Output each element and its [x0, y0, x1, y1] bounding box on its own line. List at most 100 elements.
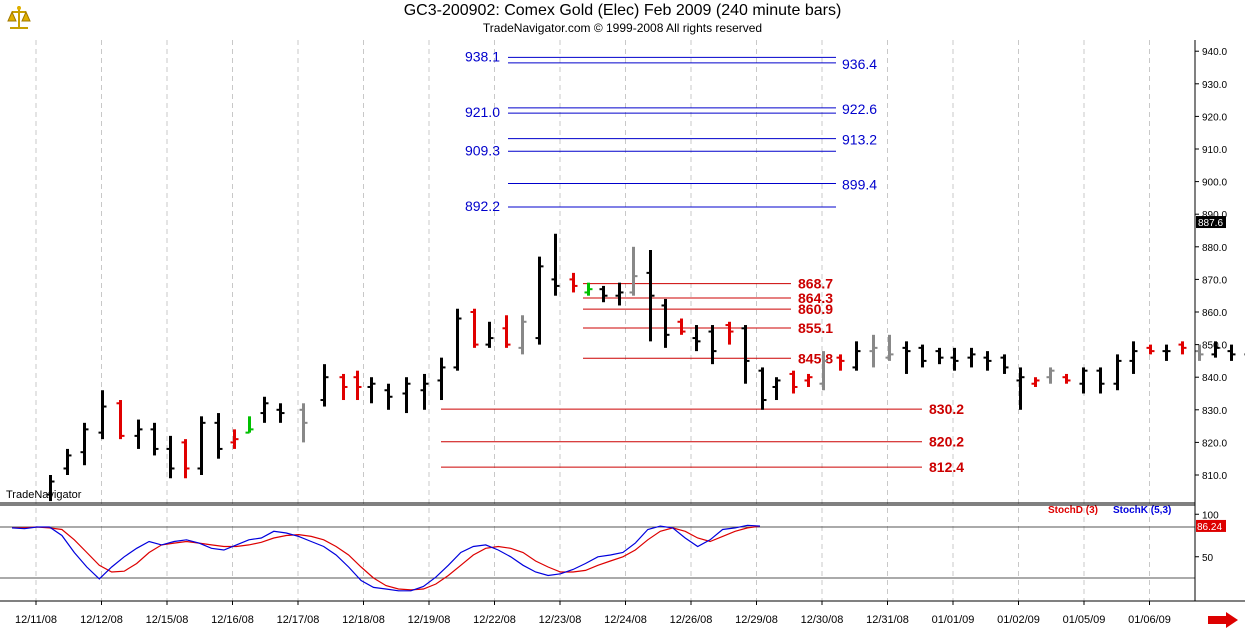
stoch-last-value-box — [1196, 519, 1226, 532]
ohlc-bar — [677, 318, 686, 335]
x-tick-label: 01/01/09 — [932, 614, 975, 626]
ohlc-bar — [1211, 341, 1220, 358]
ohlc-bar — [869, 334, 878, 368]
ohlc-bar — [1062, 373, 1071, 384]
x-tick-label: 12/31/08 — [866, 614, 909, 626]
stoch-last-value-label: 86.24 — [1197, 522, 1222, 533]
ohlc-bar — [197, 416, 206, 475]
y-tick-label: 880.0 — [1202, 243, 1227, 254]
stoch-d-line — [12, 525, 761, 591]
x-tick-label: 12/15/08 — [146, 614, 189, 626]
price-bars — [46, 233, 1245, 502]
stoch-y-tick-label: 100 — [1202, 510, 1219, 521]
y-tick-label: 860.0 — [1202, 308, 1227, 319]
ohlc-bar — [983, 351, 992, 371]
ohlc-bar — [214, 413, 223, 459]
x-tick-label: 12/22/08 — [473, 614, 516, 626]
y-tick-label: 930.0 — [1202, 80, 1227, 91]
x-tick-label: 12/18/08 — [342, 614, 385, 626]
x-tick-label: 01/02/09 — [997, 614, 1040, 626]
chart-title: GC3-200902: Comex Gold (Elec) Feb 2009 (… — [403, 2, 842, 19]
ohlc-bar — [758, 367, 767, 410]
ohlc-bar — [902, 341, 911, 374]
ohlc-bar — [615, 282, 624, 306]
y-tick-label: 870.0 — [1202, 275, 1227, 286]
ohlc-bar — [708, 325, 717, 365]
ohlc-bar — [661, 298, 670, 348]
ohlc-bar — [1046, 367, 1055, 384]
ohlc-bar — [276, 403, 285, 423]
y-tick-label: 820.0 — [1202, 438, 1227, 449]
y-tick-label: 910.0 — [1202, 145, 1227, 156]
red-level-label: 860.9 — [798, 301, 833, 317]
ohlc-bar — [1096, 367, 1105, 394]
ohlc-bar — [420, 373, 429, 410]
ohlc-bar — [1016, 367, 1025, 410]
ohlc-bar — [518, 315, 527, 355]
ohlc-bar — [1079, 367, 1088, 394]
x-tick-label: 01/05/09 — [1063, 614, 1106, 626]
axes: 12/11/08 12/12/08 12/15/08 12/16/08 12/17/08… — [0, 40, 1245, 626]
y-tick-label: 940.0 — [1202, 47, 1227, 58]
blue-level-label: 892.2 — [465, 198, 500, 214]
x-tick-label: 12/11/08 — [15, 614, 57, 626]
copyright-text: TradeNavigator.com © 1999-2008 All right… — [482, 21, 763, 35]
ohlc-bar — [584, 282, 593, 296]
ohlc-bar — [741, 325, 750, 384]
ohlc-bar — [63, 448, 72, 475]
x-tick-label: 01/06/09 — [1128, 614, 1171, 626]
ohlc-bar — [918, 344, 927, 368]
ohlc-bar — [629, 246, 638, 296]
scroll-right-arrow-icon[interactable] — [1208, 612, 1238, 628]
ohlc-bar — [150, 422, 159, 456]
ohlc-bar — [46, 475, 55, 502]
red-level-label: 868.7 — [798, 276, 833, 292]
ohlc-bar — [1129, 341, 1138, 374]
ohlc-bar — [836, 354, 845, 371]
red-level-label: 845.8 — [798, 350, 833, 366]
red-level-label: 855.1 — [798, 320, 833, 336]
legend-stoch-k: StochK (5,3) — [1113, 505, 1172, 516]
red-level-label: 864.3 — [798, 290, 833, 306]
ohlc-bar — [502, 315, 511, 348]
ohlc-bar — [320, 364, 329, 407]
last-price-label: 887.6 — [1198, 218, 1223, 229]
ohlc-bar — [1000, 354, 1009, 374]
x-tick-label: 12/29/08 — [735, 614, 778, 626]
ohlc-bar — [402, 377, 411, 414]
y-tick-label: 830.0 — [1202, 406, 1227, 417]
ohlc-bar — [230, 429, 239, 449]
ohlc-bar — [353, 370, 362, 401]
ohlc-bar — [819, 351, 828, 391]
ohlc-bar — [1146, 344, 1155, 355]
ohlc-bar — [1113, 354, 1122, 391]
y-tick-label: 900.0 — [1202, 178, 1227, 189]
ohlc-bar — [181, 439, 190, 479]
red-level-label: 812.4 — [929, 459, 964, 475]
y-tick-label: 840.0 — [1202, 373, 1227, 384]
blue-level-label: 909.3 — [465, 142, 500, 158]
x-tick-label: 12/12/08 — [80, 614, 123, 626]
ohlc-bar — [437, 357, 446, 401]
ohlc-bar — [470, 308, 479, 348]
y-tick-label: 850.0 — [1202, 341, 1227, 352]
x-tick-label: 12/19/08 — [408, 614, 451, 626]
x-tick-label: 12/23/08 — [539, 614, 582, 626]
ohlc-bar — [692, 325, 701, 352]
ohlc-bar — [1195, 344, 1204, 361]
x-tick-label: 12/24/08 — [604, 614, 647, 626]
legend-stoch-d: StochD (3) — [1048, 505, 1098, 516]
ohlc-bar — [950, 347, 959, 371]
ohlc-bar — [551, 233, 560, 296]
ohlc-bar — [789, 370, 798, 394]
ohlc-bar — [804, 373, 813, 387]
fib-levels: 938.1 936.4 922.6 921.0 913.2 909.3 899.4 892.2… — [441, 48, 964, 475]
ohlc-bar — [80, 422, 89, 466]
y-tick-label: 890.0 — [1202, 210, 1227, 221]
ohlc-bar — [485, 321, 494, 348]
ohlc-bar — [384, 383, 393, 410]
ohlc-bar — [1178, 341, 1187, 355]
ohlc-bar — [852, 341, 861, 371]
y-tick-label: 810.0 — [1202, 471, 1227, 482]
ohlc-bar — [1227, 344, 1236, 361]
